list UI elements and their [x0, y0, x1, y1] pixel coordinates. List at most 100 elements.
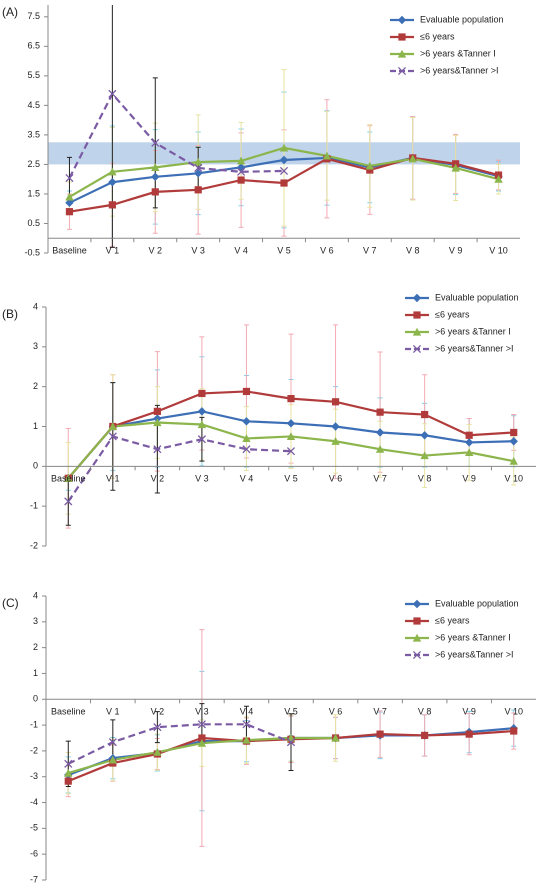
- x-tick-label: V 5: [284, 474, 298, 484]
- marker: [236, 156, 246, 165]
- panel-label: (B): [2, 307, 18, 321]
- marker: [242, 417, 251, 426]
- marker: [242, 387, 251, 396]
- y-tick-label: 3: [33, 616, 38, 626]
- marker: [464, 438, 474, 447]
- marker: [286, 738, 296, 747]
- marker: [153, 723, 162, 732]
- marker: [322, 151, 332, 160]
- marker: [280, 179, 288, 187]
- y-tick-label: -2: [30, 540, 38, 550]
- legend-label: >6 years &Tanner I: [435, 326, 511, 336]
- y-tick-label: -1: [30, 501, 38, 511]
- marker: [198, 389, 206, 398]
- x-tick-label: V 7: [373, 707, 387, 717]
- marker: [510, 428, 518, 437]
- marker: [510, 727, 518, 735]
- marker: [286, 432, 296, 441]
- marker: [64, 768, 73, 777]
- x-tick-label: V 10: [504, 474, 523, 484]
- y-tick-label: -4: [30, 797, 38, 807]
- legend-label: ≤6 years: [435, 615, 470, 625]
- error-bar: [109, 5, 115, 248]
- x-tick-label: V 1: [106, 474, 120, 484]
- marker: [198, 734, 206, 742]
- marker: [153, 418, 162, 427]
- marker: [236, 163, 246, 172]
- marker: [237, 167, 246, 176]
- marker: [331, 437, 340, 445]
- y-tick-label: 0: [33, 694, 38, 704]
- marker: [108, 89, 117, 98]
- marker: [194, 163, 203, 173]
- x-tick-label: V 2: [151, 707, 165, 717]
- marker: [242, 445, 251, 454]
- y-tick-label: 1: [33, 668, 38, 678]
- y-tick-label: 7.5: [27, 11, 40, 21]
- marker: [451, 163, 460, 172]
- y-tick-label: -5: [30, 823, 38, 833]
- marker: [108, 201, 116, 209]
- marker: [237, 176, 245, 184]
- y-tick-label: 3: [33, 341, 38, 351]
- marker: [242, 720, 251, 729]
- x-tick-label: V 1: [106, 246, 120, 256]
- y-tick-label: 0: [33, 461, 38, 471]
- x-tick-label: V 5: [277, 246, 291, 256]
- marker: [151, 138, 160, 147]
- marker: [398, 33, 406, 41]
- legend-label: ≤6 years: [435, 309, 470, 319]
- marker: [242, 735, 251, 744]
- marker: [420, 431, 429, 440]
- x-tick-label: V 8: [418, 707, 432, 717]
- marker: [153, 407, 161, 415]
- y-tick-label: 6.5: [27, 41, 40, 51]
- legend-label: >6 years&Tanner >I: [435, 649, 514, 659]
- plot-area: [48, 5, 520, 248]
- marker: [397, 49, 407, 58]
- marker: [376, 408, 384, 416]
- x-tick-label: V 8: [406, 246, 420, 256]
- marker: [64, 497, 73, 506]
- marker: [279, 155, 289, 165]
- marker: [331, 398, 340, 406]
- y-tick-label: 2: [33, 381, 38, 391]
- marker: [420, 451, 429, 460]
- marker: [65, 198, 74, 208]
- x-tick-label: V 9: [462, 707, 476, 717]
- marker: [64, 759, 73, 768]
- y-tick-label: -6: [30, 849, 38, 859]
- marker: [197, 720, 206, 729]
- x-tick-label: V 4: [240, 707, 254, 717]
- marker: [279, 166, 289, 175]
- marker: [464, 448, 474, 456]
- series-line: [67, 435, 292, 503]
- marker: [153, 748, 162, 756]
- marker: [397, 66, 407, 76]
- marker: [413, 311, 421, 319]
- x-tick-label: V 7: [363, 246, 377, 256]
- y-tick-label: 4.5: [27, 100, 40, 110]
- marker: [465, 730, 473, 738]
- x-tick-label: V 4: [240, 474, 254, 484]
- marker: [397, 15, 407, 25]
- marker: [509, 437, 518, 446]
- marker: [413, 617, 421, 625]
- marker: [279, 143, 289, 152]
- y-tick-label: 0.5: [27, 218, 40, 228]
- marker: [365, 161, 375, 170]
- legend-label: >6 years&Tanner >I: [435, 343, 514, 353]
- marker: [108, 432, 117, 441]
- marker: [412, 650, 422, 660]
- marker: [65, 208, 74, 216]
- marker: [421, 731, 429, 740]
- x-tick-label: Baseline: [51, 707, 86, 717]
- y-tick-label: -7: [30, 874, 38, 883]
- marker: [108, 738, 117, 747]
- legend-label: >6 years&Tanner >I: [420, 65, 499, 75]
- x-tick-label: V 9: [449, 246, 463, 256]
- marker: [242, 434, 251, 443]
- x-tick-label: V 10: [489, 246, 508, 256]
- x-tick-label: V 2: [151, 474, 165, 484]
